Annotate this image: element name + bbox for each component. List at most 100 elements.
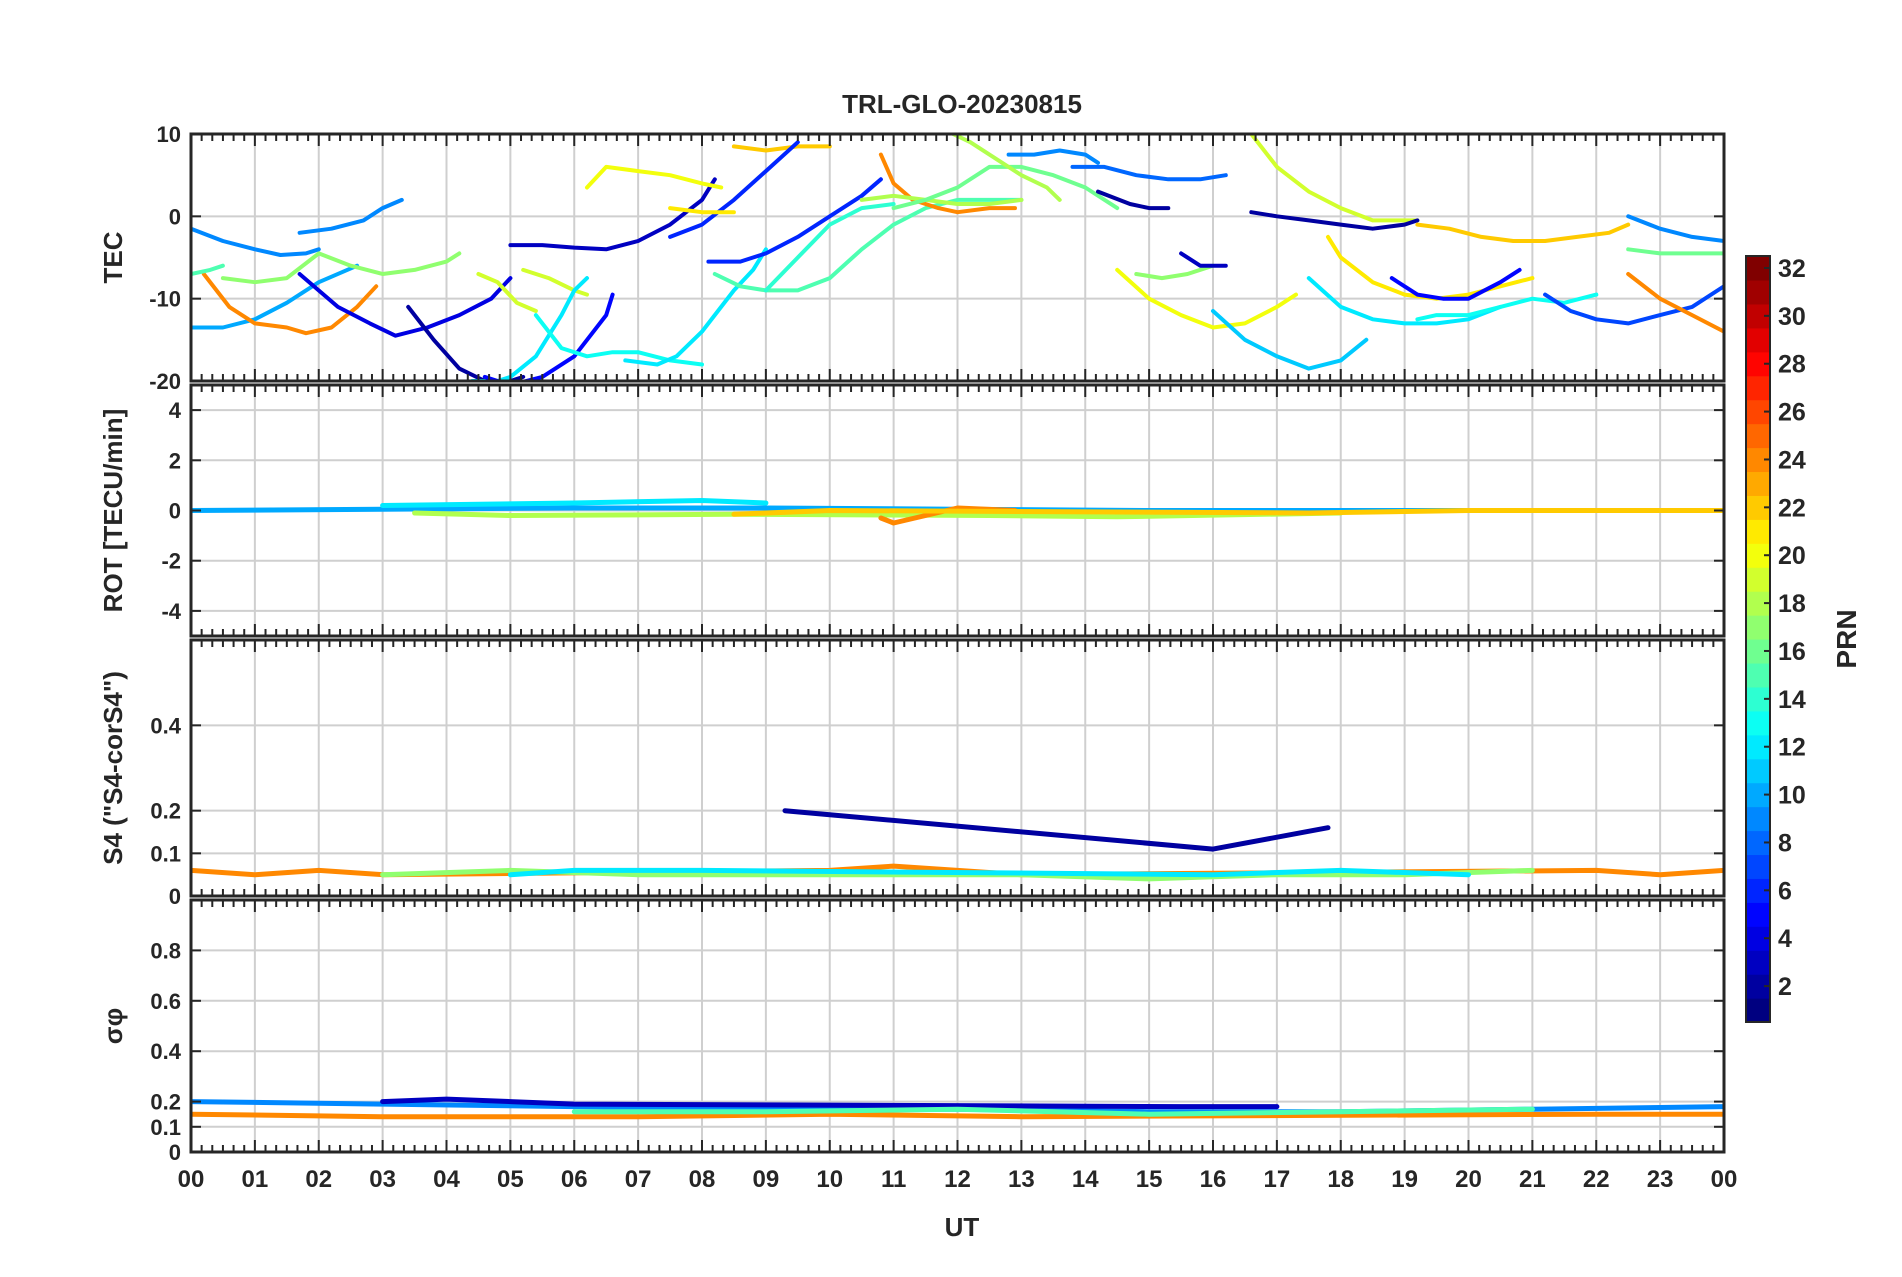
series-line-prn-3: [380, 1096, 1280, 1110]
series-line-prn-18: [859, 193, 1024, 206]
series-line-prn-16: [1626, 247, 1724, 256]
y-tick-label: 0.8: [150, 938, 181, 963]
x-tick-label: 07: [625, 1166, 652, 1193]
series-line-prn-2: [1096, 189, 1171, 211]
x-tick-label: 18: [1327, 1166, 1354, 1193]
panel-1: -4 -2 0 2 4 ROT [TECU/min]: [98, 383, 1726, 638]
series-line-prn-11: [1211, 309, 1369, 371]
x-tick-label: 22: [1583, 1166, 1610, 1193]
series-line-prn-15: [571, 1106, 1535, 1117]
y-axis-label: σφ: [98, 1008, 128, 1044]
y-axis-label: ROT [TECU/min]: [98, 409, 128, 613]
series-line-prn-19: [1248, 134, 1420, 223]
y-tick-label: 4: [169, 398, 182, 423]
series-group: [191, 808, 1724, 882]
series-line-prn-22: [731, 508, 1724, 517]
series-line-prn-12: [380, 498, 769, 508]
y-tick-label: 0.1: [150, 1115, 181, 1140]
series-line-prn-17: [220, 251, 462, 285]
colorbar-tick-label: 6: [1778, 877, 1792, 905]
colorbar-cell: [1746, 854, 1770, 879]
x-tick-label: 09: [753, 1166, 780, 1193]
series-line-prn-20: [1115, 267, 1298, 330]
y-axis-label: TEC: [98, 231, 128, 283]
colorbar-cell: [1746, 423, 1770, 449]
series-line-prn-24: [191, 863, 1724, 878]
series-line-prn-2: [782, 808, 1331, 852]
panel-3: 00.10.2 0.4 0.6 0.8 σφ: [98, 898, 1726, 1165]
y-tick-label: 0.4: [150, 713, 181, 738]
series-line-prn-5: [482, 292, 615, 381]
series-line-prn-5: [1389, 267, 1522, 301]
series-line-prn-24: [201, 272, 379, 336]
x-tick-label: 00: [1711, 1166, 1738, 1193]
series-line-prn-18: [948, 134, 1062, 202]
y-tick-label: 0: [169, 499, 181, 524]
x-tick-label: 23: [1647, 1166, 1674, 1193]
x-tick-label: 02: [305, 1166, 332, 1193]
colorbar-cell: [1746, 519, 1770, 544]
colorbar-label: PRN: [1831, 609, 1862, 668]
series-line-prn-10: [191, 263, 360, 330]
x-tick-label: 17: [1264, 1166, 1291, 1193]
y-tick-label: -10: [149, 287, 181, 312]
series-line-prn-7: [1543, 284, 1724, 326]
series-group: [191, 134, 1724, 381]
series-line-prn-12: [1306, 276, 1503, 326]
colorbar-cell: [1746, 710, 1770, 736]
y-tick-label: 0: [169, 884, 181, 909]
series-line-prn-12: [507, 867, 1471, 878]
colorbar-tick-label: 10: [1778, 782, 1806, 810]
y-tick-label: 0.2: [150, 1090, 181, 1115]
x-axis-label: UT: [945, 1212, 980, 1242]
x-tick-label: 00: [178, 1166, 205, 1193]
y-axis-label: S4 ("S4-corS4"): [98, 671, 128, 865]
x-tick-label: 14: [1072, 1166, 1099, 1193]
colorbar-cell: [1746, 806, 1770, 832]
y-tick-label: -20: [149, 369, 181, 394]
chart-title: TRL-GLO-20230815: [842, 89, 1082, 119]
series-line-prn-9: [297, 197, 404, 235]
y-tick-label: 0.2: [150, 799, 181, 824]
colorbar-tick-label: 2: [1778, 973, 1792, 1001]
series-line-prn-9: [191, 226, 321, 257]
series-line-prn-13: [1415, 292, 1599, 322]
x-tick-label: 06: [561, 1166, 588, 1193]
colorbar-cell: [1746, 662, 1770, 688]
colorbar-tick-label: 30: [1778, 303, 1806, 331]
colorbar-tick-label: 18: [1778, 590, 1806, 618]
series-line-prn-3: [1179, 251, 1228, 268]
x-tick-label: 03: [369, 1166, 396, 1193]
colorbar-tick-label: 28: [1778, 351, 1806, 379]
x-tick-label: 13: [1008, 1166, 1035, 1193]
panel-0: -20 -10 0 10 TEC: [98, 122, 1726, 394]
x-tick-label: 11: [881, 1166, 906, 1193]
colorbar-frame: [1745, 255, 1771, 1023]
colorbar-tick-label: 26: [1778, 399, 1806, 427]
colorbar-cell: [1746, 615, 1770, 640]
colorbar-tick-label: 32: [1778, 255, 1806, 283]
series-line-prn-24: [1626, 272, 1724, 334]
series-line-prn-12: [623, 247, 768, 367]
series-line-prn-22: [1415, 222, 1631, 243]
colorbar-tick-label: 22: [1778, 494, 1806, 522]
series-line-prn-3: [508, 177, 717, 252]
series-group: [191, 1096, 1724, 1120]
series-line-prn-2: [1249, 210, 1420, 231]
series-line-prn-24: [878, 152, 1017, 215]
colorbar-cell: [1746, 758, 1770, 784]
x-tick-label: 04: [433, 1166, 460, 1193]
colorbar-tick-label: 16: [1778, 638, 1806, 666]
series-line-prn-14: [763, 202, 896, 293]
y-tick-label: 0.1: [150, 841, 181, 866]
colorbar-cell: [1746, 902, 1770, 927]
colorbar-tick-label: 20: [1778, 542, 1806, 570]
colorbar-tick-label: 8: [1778, 829, 1792, 857]
series-group: [191, 498, 1724, 526]
colorbar-tick-label: 24: [1778, 446, 1806, 474]
series-line-prn-24: [191, 1111, 1724, 1120]
series-line-prn-9: [1006, 148, 1100, 165]
